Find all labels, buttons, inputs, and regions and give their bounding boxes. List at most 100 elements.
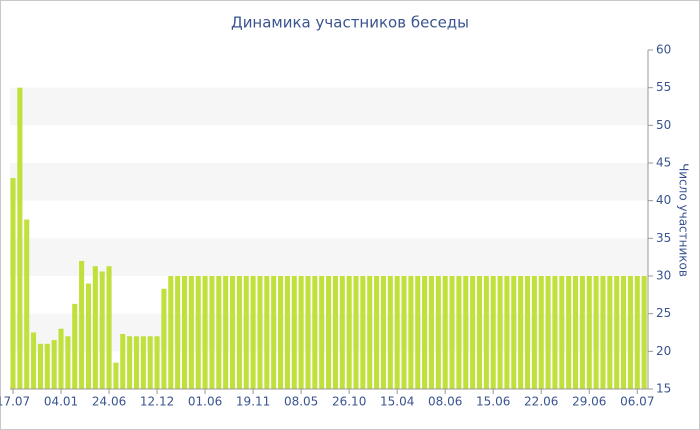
bar — [531, 276, 537, 389]
bar — [545, 276, 551, 389]
bar — [85, 283, 92, 389]
bar — [312, 276, 318, 389]
bar — [133, 336, 140, 389]
bar — [147, 336, 153, 389]
bar — [449, 276, 455, 389]
x-tick-label: 17.07 — [0, 395, 30, 409]
x-tick-label: 22.06 — [524, 395, 558, 409]
y-tick-label: 15 — [656, 382, 671, 396]
bar — [422, 276, 428, 389]
bar — [10, 178, 16, 389]
bar — [284, 276, 290, 389]
x-tick-label: 15.06 — [476, 395, 510, 409]
bar — [250, 276, 256, 389]
bar — [627, 276, 633, 389]
x-tick-label: 26.10 — [332, 395, 366, 409]
bar — [415, 276, 421, 389]
bar — [188, 276, 194, 389]
x-tick-label: 08.06 — [428, 395, 462, 409]
bar — [586, 276, 592, 389]
chart-title: Динамика участников беседы — [231, 14, 469, 32]
bar — [209, 276, 215, 389]
bar — [614, 276, 620, 389]
bar — [476, 276, 483, 389]
bar — [339, 276, 345, 389]
y-tick-label: 50 — [656, 118, 671, 132]
bar — [120, 334, 126, 389]
bar — [600, 276, 606, 389]
bar — [374, 276, 380, 389]
bar — [408, 276, 414, 389]
bar — [387, 276, 393, 389]
bar — [271, 276, 277, 389]
bar — [593, 276, 599, 389]
bar — [428, 276, 435, 389]
bar — [140, 336, 146, 389]
bar — [79, 260, 85, 389]
bar — [394, 276, 400, 389]
x-tick-label: 06.07 — [620, 395, 654, 409]
y-tick-label: 55 — [656, 80, 671, 94]
bar — [566, 276, 572, 389]
bar — [106, 266, 112, 389]
bar — [319, 276, 325, 389]
bar — [31, 332, 37, 389]
bar — [641, 276, 647, 389]
bar — [264, 276, 270, 389]
bar — [360, 276, 366, 389]
x-tick-label: 19.11 — [236, 395, 270, 409]
bar — [195, 276, 201, 389]
bar — [442, 276, 448, 389]
grid-band — [10, 87, 648, 126]
bar — [257, 276, 263, 389]
bar — [305, 276, 311, 389]
x-tick-label: 12.12 — [140, 395, 174, 409]
bar — [154, 336, 160, 389]
bar — [456, 276, 462, 389]
bar — [65, 336, 71, 389]
bar — [17, 87, 23, 390]
bar — [497, 276, 503, 389]
bar — [223, 276, 229, 389]
bar — [401, 276, 407, 389]
bar — [490, 276, 496, 389]
bar — [326, 276, 332, 389]
bar — [243, 276, 249, 389]
bar — [538, 276, 544, 389]
bar — [175, 276, 181, 389]
x-tick-label: 29.06 — [572, 395, 606, 409]
bar — [572, 276, 579, 389]
bar — [518, 276, 524, 389]
bar — [511, 276, 517, 389]
bar — [278, 276, 284, 389]
bar — [634, 276, 640, 389]
bar — [559, 276, 565, 389]
x-tick-label: 24.06 — [92, 395, 126, 409]
y-tick-label: 30 — [656, 269, 671, 283]
x-tick-label: 04.01 — [44, 395, 78, 409]
bar — [291, 276, 297, 389]
bar — [346, 276, 352, 389]
bar — [127, 336, 133, 389]
bar — [607, 276, 613, 389]
bar — [168, 276, 174, 389]
bar — [353, 276, 359, 389]
bar — [44, 343, 50, 389]
bar — [621, 276, 627, 389]
bar — [367, 276, 373, 389]
bar — [470, 276, 476, 389]
bar — [552, 276, 558, 389]
bar — [435, 276, 441, 389]
x-tick-label: 15.04 — [380, 395, 414, 409]
y-tick-label: 45 — [656, 156, 671, 170]
y-tick-label: 35 — [656, 231, 671, 245]
bar — [483, 276, 489, 389]
bar — [229, 276, 236, 389]
bar — [92, 266, 98, 389]
x-tick-label: 08.05 — [284, 395, 318, 409]
y-tick-label: 40 — [656, 193, 671, 207]
bar — [463, 276, 469, 389]
grid-band — [10, 163, 648, 201]
